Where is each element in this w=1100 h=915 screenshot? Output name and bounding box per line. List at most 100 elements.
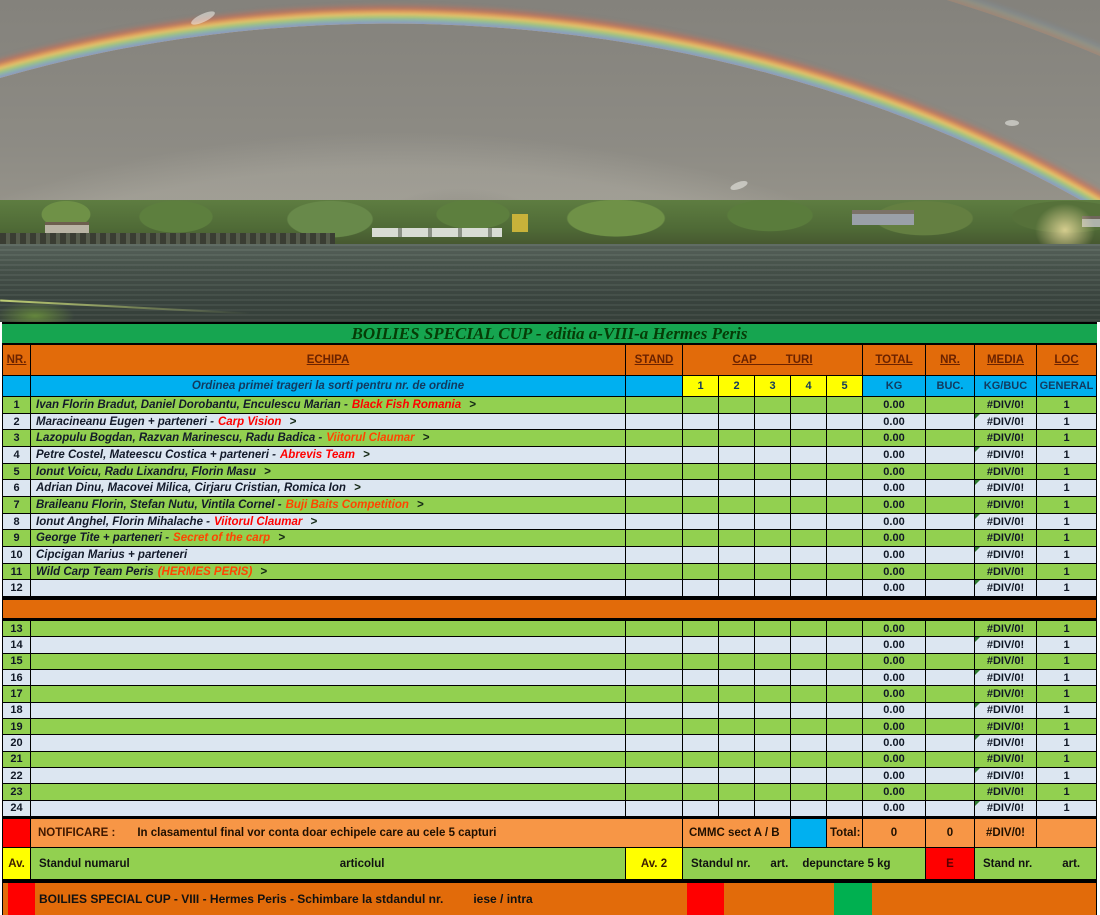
stand-cell[interactable]	[626, 480, 683, 498]
team-name-cell[interactable]: Cipcigan Marius + parteneri	[31, 547, 626, 564]
loc-general-cell[interactable]: 1	[1037, 547, 1097, 564]
nr-buc-cell[interactable]	[926, 800, 975, 817]
capture-4-cell[interactable]	[791, 397, 827, 414]
capture-2-cell[interactable]	[719, 563, 755, 581]
capture-4-cell[interactable]	[791, 784, 827, 801]
capture-5-cell[interactable]	[827, 735, 863, 752]
capture-1-cell[interactable]	[683, 513, 719, 531]
capture-1-cell[interactable]	[683, 784, 719, 801]
capture-3-cell[interactable]	[755, 513, 791, 531]
capture-5-cell[interactable]	[827, 497, 863, 514]
capture-1-cell[interactable]	[683, 413, 719, 431]
row-number-cell[interactable]: 23	[2, 784, 31, 801]
row-number-cell[interactable]: 7	[2, 497, 31, 514]
round-4-header[interactable]: 4	[791, 376, 827, 397]
nr-buc-cell[interactable]	[926, 430, 975, 448]
row-number-cell[interactable]: 18	[2, 702, 31, 719]
capture-1-cell[interactable]	[683, 480, 719, 498]
stand-cell[interactable]	[626, 397, 683, 414]
capture-4-cell[interactable]	[791, 669, 827, 687]
capture-4-cell[interactable]	[791, 686, 827, 703]
capture-3-cell[interactable]	[755, 547, 791, 564]
nr-buc-cell[interactable]	[926, 497, 975, 514]
capture-2-cell[interactable]	[719, 718, 755, 736]
capture-3-cell[interactable]	[755, 669, 791, 687]
stand-cell[interactable]	[626, 447, 683, 464]
capture-1-cell[interactable]	[683, 653, 719, 670]
media-cell[interactable]: #DIV/0!	[975, 621, 1037, 638]
team-name-cell[interactable]	[31, 784, 626, 801]
stand-cell[interactable]	[626, 621, 683, 638]
capture-3-cell[interactable]	[755, 563, 791, 581]
stand-cell[interactable]	[626, 653, 683, 670]
capture-5-cell[interactable]	[827, 480, 863, 498]
capture-2-cell[interactable]	[719, 800, 755, 817]
cmmc-cell[interactable]: CMMC sect A / B	[683, 819, 791, 848]
team-name-cell[interactable]	[31, 751, 626, 768]
capture-3-cell[interactable]	[755, 653, 791, 670]
row-number-cell[interactable]: 4	[2, 447, 31, 464]
stand-cell[interactable]	[626, 800, 683, 817]
capture-2-cell[interactable]	[719, 621, 755, 638]
capture-4-cell[interactable]	[791, 513, 827, 531]
total-kg-cell[interactable]: 0.00	[863, 702, 926, 719]
row-number-cell[interactable]: 21	[2, 751, 31, 768]
capture-1-cell[interactable]	[683, 530, 719, 548]
capture-3-cell[interactable]	[755, 686, 791, 703]
row-number-cell[interactable]: 9	[2, 530, 31, 548]
av-mid-cell[interactable]: Standul nr. art. depunctare 5 kg	[683, 848, 926, 880]
row-number-cell[interactable]: 1	[2, 397, 31, 414]
total-kg-cell[interactable]: 0.00	[863, 497, 926, 514]
loc-general-cell[interactable]: 1	[1037, 413, 1097, 431]
total-kg-cell[interactable]: 0.00	[863, 563, 926, 581]
header-blank-cell[interactable]	[626, 376, 683, 397]
nr-buc-cell[interactable]	[926, 447, 975, 464]
nr-buc-cell[interactable]	[926, 580, 975, 598]
loc-general-cell[interactable]: 1	[1037, 621, 1097, 638]
total-kg-cell[interactable]: 0.00	[863, 621, 926, 638]
total-kg-cell[interactable]: 0.00	[863, 669, 926, 687]
loc-general-cell[interactable]: 1	[1037, 751, 1097, 768]
capture-1-cell[interactable]	[683, 637, 719, 654]
total-kg-cell[interactable]: 0.00	[863, 735, 926, 752]
team-name-cell[interactable]: Petre Costel, Mateescu Costica + partene…	[31, 447, 626, 464]
capture-1-cell[interactable]	[683, 702, 719, 719]
nr-buc-cell[interactable]	[926, 767, 975, 785]
stand-cell[interactable]	[626, 413, 683, 431]
capture-5-cell[interactable]	[827, 547, 863, 564]
stand-cell[interactable]	[626, 637, 683, 654]
media-cell[interactable]: #DIV/0!	[975, 480, 1037, 498]
stand-cell[interactable]	[626, 463, 683, 481]
header-loc[interactable]: LOC	[1037, 345, 1097, 376]
round-5-header[interactable]: 5	[827, 376, 863, 397]
nr-buc-cell[interactable]	[926, 735, 975, 752]
team-name-cell[interactable]: Wild Carp Team Peris (HERMES PERIS) >	[31, 563, 626, 581]
green-marker-cell[interactable]	[834, 883, 872, 915]
capture-3-cell[interactable]	[755, 580, 791, 598]
team-name-cell[interactable]	[31, 621, 626, 638]
nr-buc-cell[interactable]	[926, 686, 975, 703]
stand-cell[interactable]	[626, 751, 683, 768]
e-badge[interactable]: E	[926, 848, 975, 880]
capture-4-cell[interactable]	[791, 563, 827, 581]
row-number-cell[interactable]: 13	[2, 621, 31, 638]
media-cell[interactable]: #DIV/0!	[975, 669, 1037, 687]
team-name-cell[interactable]	[31, 767, 626, 785]
loc-general-cell[interactable]: 1	[1037, 580, 1097, 598]
total-kg-cell[interactable]: 0.00	[863, 513, 926, 531]
capture-1-cell[interactable]	[683, 751, 719, 768]
header-buc[interactable]: BUC.	[926, 376, 975, 397]
capture-3-cell[interactable]	[755, 430, 791, 448]
capture-1-cell[interactable]	[683, 430, 719, 448]
capture-4-cell[interactable]	[791, 702, 827, 719]
nr-buc-cell[interactable]	[926, 637, 975, 654]
nr-buc-cell[interactable]	[926, 413, 975, 431]
capture-4-cell[interactable]	[791, 767, 827, 785]
capture-3-cell[interactable]	[755, 702, 791, 719]
capture-1-cell[interactable]	[683, 686, 719, 703]
loc-general-cell[interactable]: 1	[1037, 497, 1097, 514]
capture-1-cell[interactable]	[683, 669, 719, 687]
capture-1-cell[interactable]	[683, 547, 719, 564]
capture-5-cell[interactable]	[827, 621, 863, 638]
capture-1-cell[interactable]	[683, 767, 719, 785]
